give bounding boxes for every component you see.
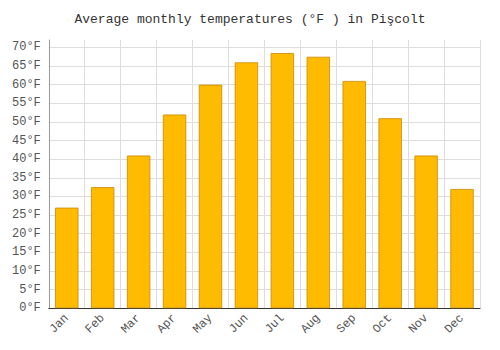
svg-text:Oct: Oct: [370, 311, 395, 336]
svg-text:40°F: 40°F: [12, 152, 41, 166]
svg-text:30°F: 30°F: [12, 189, 41, 203]
svg-text:Aug: Aug: [298, 311, 323, 336]
svg-text:Jul: Jul: [262, 311, 287, 336]
svg-text:50°F: 50°F: [12, 115, 41, 129]
svg-text:May: May: [190, 311, 215, 336]
svg-text:Average monthly temperatures (: Average monthly temperatures (°F ) in Pi…: [74, 12, 425, 27]
svg-text:Jun: Jun: [226, 311, 251, 336]
svg-text:65°F: 65°F: [12, 59, 41, 73]
svg-text:20°F: 20°F: [12, 227, 41, 241]
svg-text:Apr: Apr: [154, 311, 179, 336]
svg-text:15°F: 15°F: [12, 245, 41, 259]
svg-text:35°F: 35°F: [12, 171, 41, 185]
svg-text:Dec: Dec: [442, 311, 467, 336]
svg-text:0°F: 0°F: [19, 301, 41, 315]
svg-text:25°F: 25°F: [12, 208, 41, 222]
svg-text:55°F: 55°F: [12, 96, 41, 110]
svg-text:10°F: 10°F: [12, 264, 41, 278]
svg-text:70°F: 70°F: [12, 40, 41, 54]
svg-text:Feb: Feb: [82, 311, 107, 336]
svg-text:Jan: Jan: [47, 311, 72, 336]
svg-text:Mar: Mar: [118, 311, 143, 336]
svg-text:Sep: Sep: [334, 311, 359, 336]
svg-text:60°F: 60°F: [12, 78, 41, 92]
svg-text:5°F: 5°F: [19, 283, 41, 297]
svg-text:45°F: 45°F: [12, 134, 41, 148]
svg-text:Nov: Nov: [406, 311, 431, 336]
